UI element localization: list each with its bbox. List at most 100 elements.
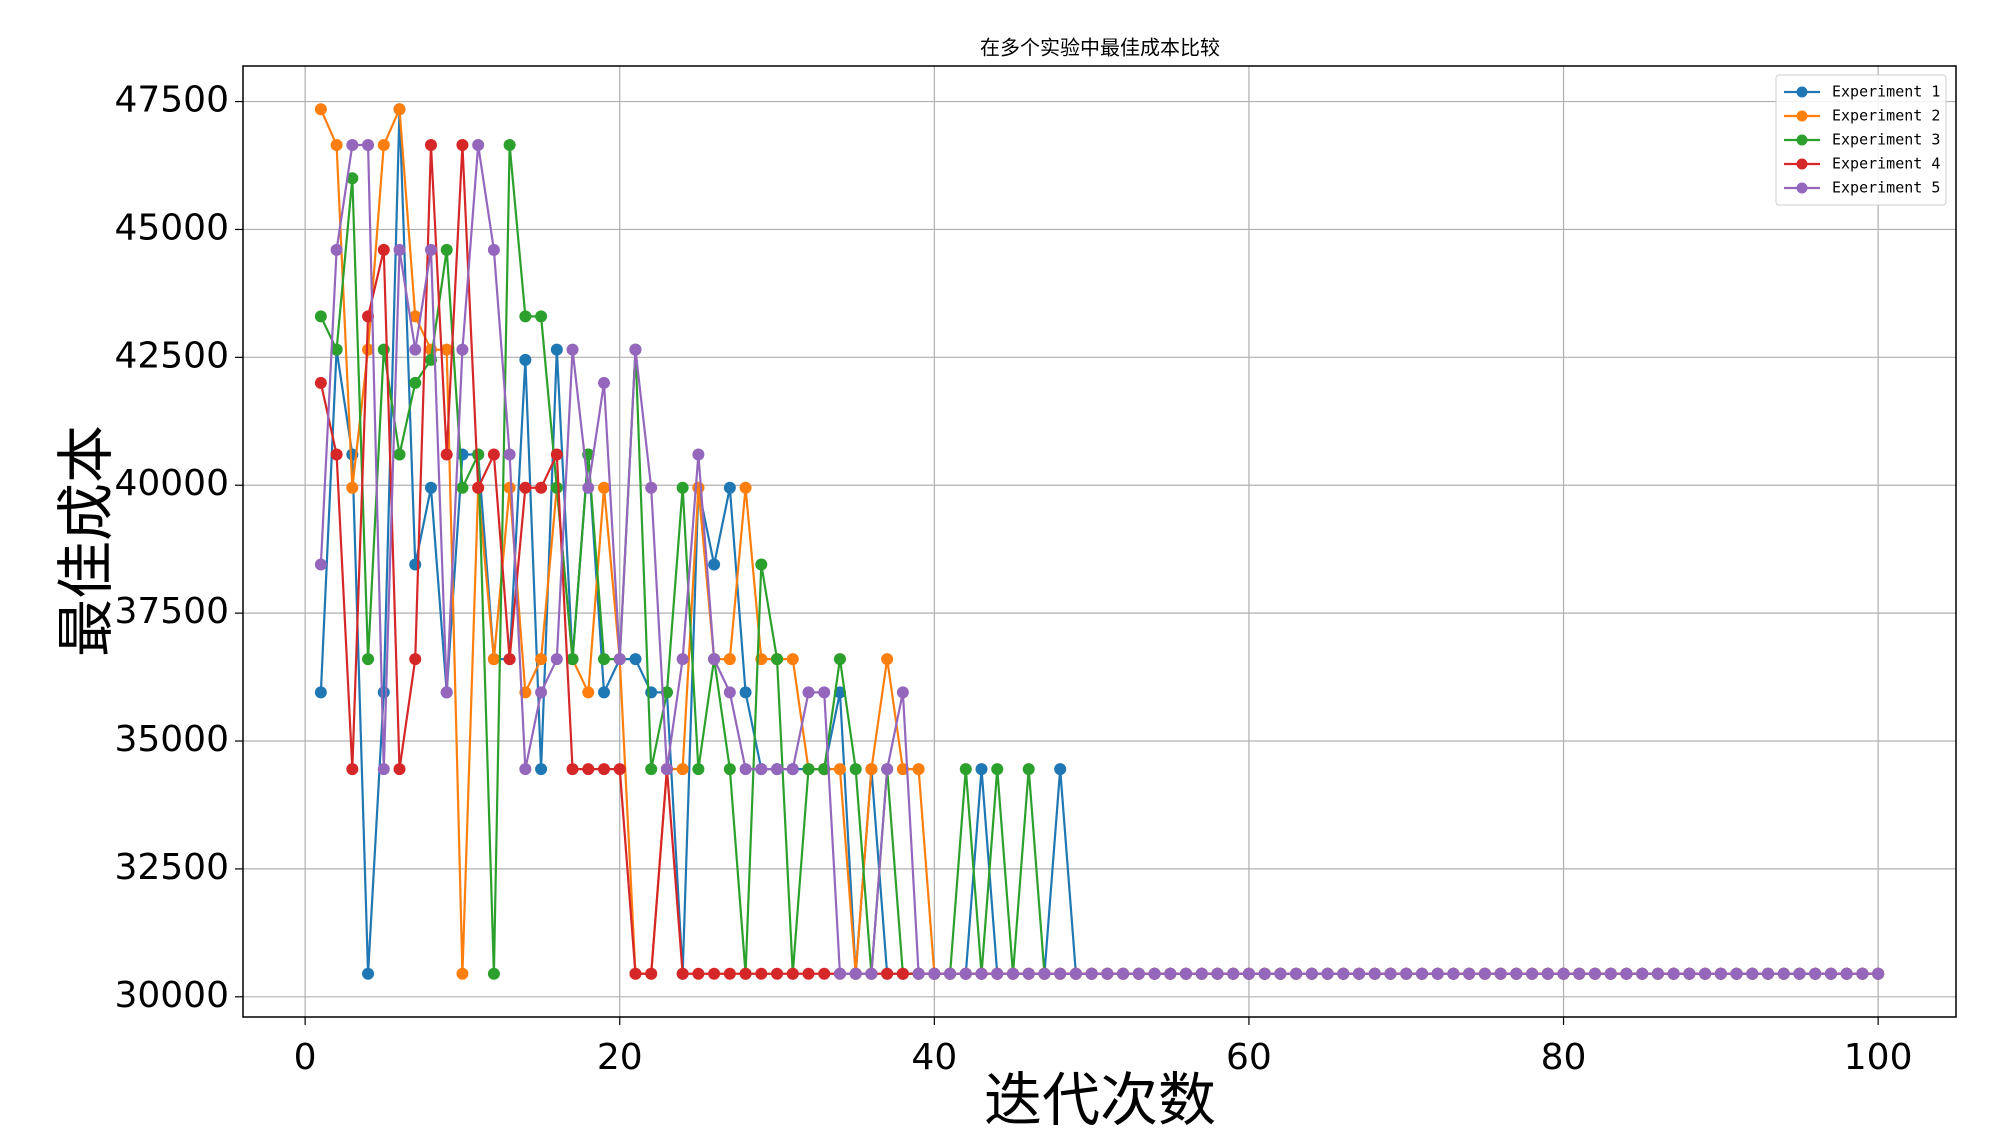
data-point [362, 967, 375, 980]
data-point [409, 376, 422, 389]
data-point [1101, 967, 1114, 980]
data-point [1872, 967, 1885, 980]
data-point [975, 763, 988, 776]
data-point [330, 343, 343, 356]
data-point [535, 686, 548, 699]
data-point [598, 653, 611, 666]
data-point [739, 686, 752, 699]
data-point [330, 243, 343, 256]
data-point [676, 481, 689, 494]
data-point [393, 103, 406, 116]
data-point [1006, 967, 1019, 980]
data-point [755, 558, 768, 571]
data-point [676, 653, 689, 666]
data-point [802, 763, 815, 776]
series-line [319, 109, 1879, 975]
data-point [708, 653, 721, 666]
series-line [319, 144, 1879, 975]
data-point [598, 686, 611, 699]
data-point [755, 967, 768, 980]
data-point [692, 448, 705, 461]
data-point [1588, 967, 1601, 980]
data-point [786, 653, 799, 666]
data-point [1730, 967, 1743, 980]
data-point [818, 763, 831, 776]
data-point [377, 243, 390, 256]
data-point [991, 967, 1004, 980]
data-point [362, 653, 375, 666]
data-point [896, 967, 909, 980]
data-point [456, 481, 469, 494]
data-point [314, 103, 327, 116]
data-point [1384, 967, 1397, 980]
data-point [424, 139, 437, 152]
data-point [708, 558, 721, 571]
data-point [519, 310, 532, 323]
x-tick-label: 20 [597, 1037, 643, 1078]
data-point [912, 763, 925, 776]
data-point [487, 653, 500, 666]
data-point [487, 448, 500, 461]
data-point [314, 686, 327, 699]
data-point [314, 376, 327, 389]
data-point [833, 763, 846, 776]
data-point [944, 967, 957, 980]
data-point [645, 481, 658, 494]
data-point [771, 653, 784, 666]
data-point [896, 686, 909, 699]
data-point [833, 686, 846, 699]
data-point [1054, 967, 1067, 980]
data-point [1038, 967, 1051, 980]
chart-title: 在多个实验中最佳成本比较 [980, 36, 1220, 60]
data-point [409, 310, 422, 323]
data-point [519, 763, 532, 776]
data-point [660, 686, 673, 699]
data-point [409, 343, 422, 356]
data-point [330, 448, 343, 461]
data-point [833, 653, 846, 666]
data-point [440, 686, 453, 699]
data-point [786, 967, 799, 980]
data-point [598, 376, 611, 389]
data-point [1809, 967, 1822, 980]
x-tick-label: 80 [1541, 1037, 1587, 1078]
data-point [346, 763, 359, 776]
data-point [1447, 967, 1460, 980]
data-point [582, 481, 595, 494]
data-point [487, 243, 500, 256]
data-point [645, 967, 658, 980]
data-point [362, 139, 375, 152]
data-point [440, 343, 453, 356]
data-point [676, 967, 689, 980]
data-point [1321, 967, 1334, 980]
data-point [1793, 967, 1806, 980]
legend-marker [1796, 182, 1808, 194]
legend-marker [1796, 86, 1808, 98]
data-point [456, 967, 469, 980]
data-point [645, 763, 658, 776]
data-point [1840, 967, 1853, 980]
data-point [645, 686, 658, 699]
data-point [1431, 967, 1444, 980]
data-point [739, 763, 752, 776]
data-point [1305, 967, 1318, 980]
legend-label: Experiment 2 [1832, 107, 1940, 125]
data-point [849, 967, 862, 980]
data-point [1148, 967, 1161, 980]
data-point [503, 481, 516, 494]
data-point [440, 448, 453, 461]
data-point [1353, 967, 1366, 980]
data-point [550, 343, 563, 356]
data-point [1762, 967, 1775, 980]
data-point [472, 448, 485, 461]
data-point [629, 343, 642, 356]
data-point [377, 686, 390, 699]
data-point [550, 448, 563, 461]
data-point [330, 139, 343, 152]
data-point [1824, 967, 1837, 980]
data-point [314, 310, 327, 323]
data-point [346, 481, 359, 494]
data-point [1667, 967, 1680, 980]
x-tick-label: 40 [911, 1037, 957, 1078]
data-point [975, 967, 988, 980]
